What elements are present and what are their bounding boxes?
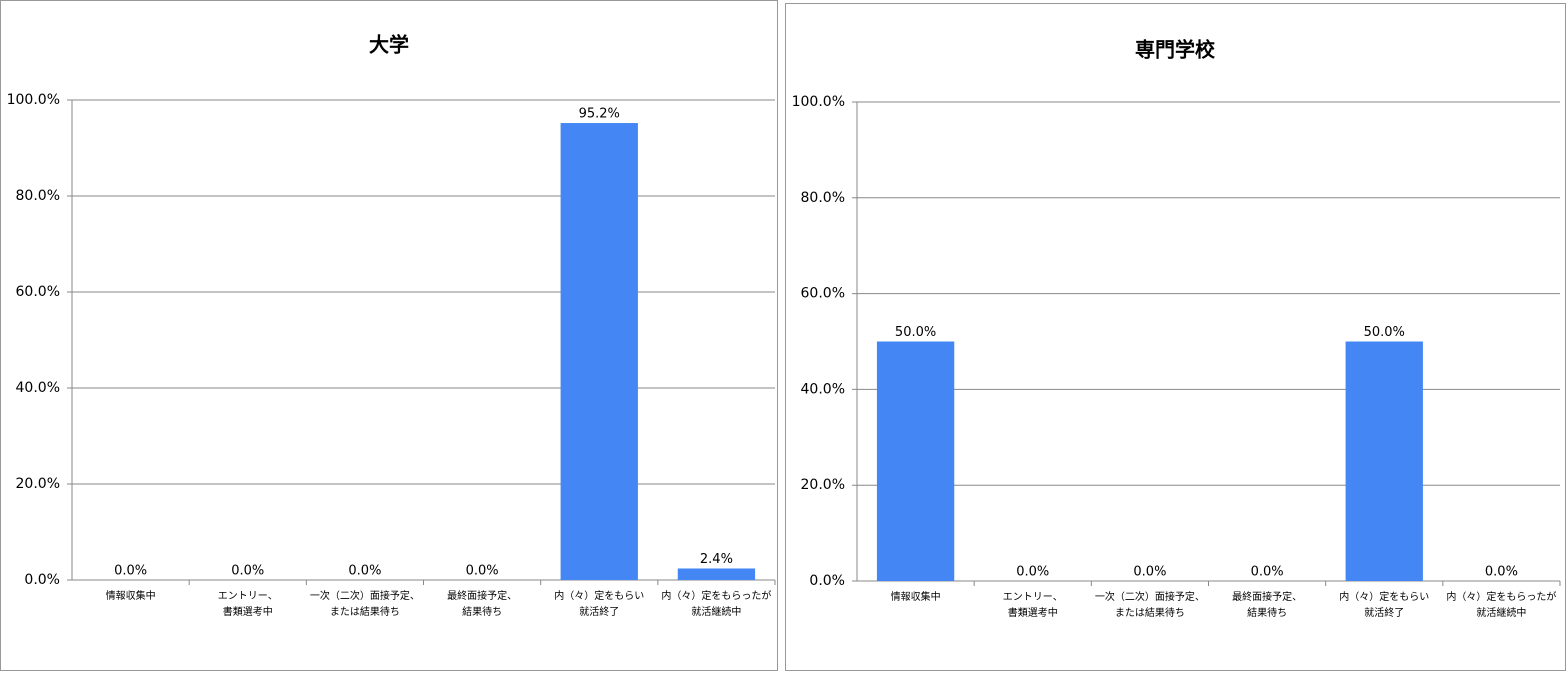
y-tick-label: 60.0%: [801, 286, 845, 302]
x-tick-label: 最終面接予定、 結果待ち: [1232, 592, 1303, 619]
data-label: 0.0%: [466, 564, 499, 579]
x-tick-label: 一次（二次）面接予定、 または結果待ち: [309, 591, 420, 618]
x-tick-label: 情報収集中: [890, 592, 941, 603]
data-label: 0.0%: [1016, 565, 1049, 580]
x-tick-label: 内（々）定をもらったが 就活継続中: [1446, 592, 1557, 619]
y-tick-label: 80.0%: [801, 190, 845, 206]
y-tick-label: 20.0%: [801, 477, 845, 493]
x-tick-label: 情報収集中: [105, 591, 156, 602]
y-tick-label: 40.0%: [16, 380, 60, 396]
data-label: 50.0%: [1364, 325, 1405, 340]
bar: [560, 123, 638, 580]
x-tick-label: エントリー、 書類選考中: [217, 591, 278, 618]
y-tick-label: 0.0%: [809, 573, 845, 589]
y-tick-label: 60.0%: [16, 284, 60, 300]
x-tick-label: 内（々）定をもらったが 就活継続中: [661, 591, 772, 618]
data-label: 0.0%: [231, 564, 264, 579]
chart-title: 専門学校: [1135, 38, 1216, 62]
data-label: 0.0%: [348, 564, 381, 579]
data-label: 0.0%: [114, 564, 147, 579]
x-tick-label: 内（々）定をもらい 就活終了: [554, 591, 645, 618]
y-tick-label: 100.0%: [792, 94, 845, 110]
bar: [1345, 341, 1423, 581]
y-tick-label: 20.0%: [16, 476, 60, 492]
x-tick-label: 内（々）定をもらい 就活終了: [1339, 592, 1430, 619]
x-tick-label: エントリー、 書類選考中: [1002, 592, 1063, 619]
bar: [876, 341, 955, 581]
data-label: 2.4%: [700, 552, 733, 567]
data-label: 0.0%: [1485, 565, 1518, 580]
x-tick-label: 最終面接予定、 結果待ち: [447, 591, 518, 618]
y-tick-label: 100.0%: [7, 92, 60, 108]
chart-title: 大学: [369, 33, 409, 57]
data-label: 0.0%: [1133, 565, 1166, 580]
panel-border: [0, 0, 778, 671]
y-tick-label: 0.0%: [24, 572, 60, 588]
bar: [677, 568, 756, 580]
x-tick-label: 一次（二次）面接予定、 または結果待ち: [1094, 592, 1205, 619]
data-label: 95.2%: [579, 107, 620, 122]
data-label: 50.0%: [895, 325, 936, 340]
y-tick-label: 40.0%: [801, 381, 845, 397]
y-tick-label: 80.0%: [16, 188, 60, 204]
data-label: 0.0%: [1251, 565, 1284, 580]
